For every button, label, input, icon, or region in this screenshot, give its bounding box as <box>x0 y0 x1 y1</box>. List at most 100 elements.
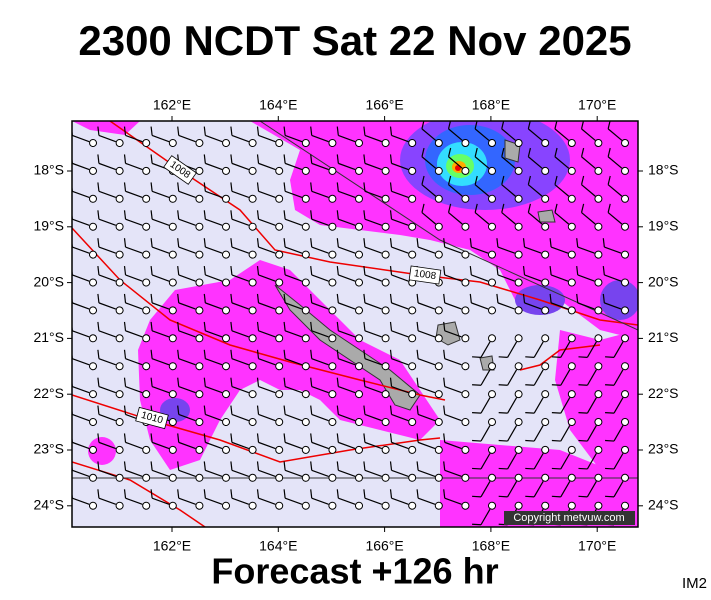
barb-flag <box>283 293 286 303</box>
barb-staff <box>258 274 276 282</box>
barb-flag <box>123 489 127 499</box>
station <box>301 501 310 510</box>
station <box>461 222 470 231</box>
station <box>621 222 629 231</box>
station <box>514 222 523 231</box>
wind-barb <box>177 321 204 343</box>
wind-barb <box>123 321 151 343</box>
station <box>594 139 603 147</box>
barb-flag <box>472 523 482 526</box>
station <box>168 501 177 510</box>
barb-staff <box>524 246 542 254</box>
wind-barb <box>576 238 603 259</box>
barb-staff <box>231 274 250 282</box>
wind-barb <box>525 390 550 414</box>
barb-flag <box>472 384 482 386</box>
barb-flag <box>522 238 526 248</box>
wind-barb <box>498 362 523 386</box>
station <box>381 139 390 147</box>
wind-barb <box>498 418 523 442</box>
barb-staff <box>178 274 196 282</box>
barb-flag <box>336 293 339 303</box>
barb-flag <box>416 349 419 359</box>
wind-barb <box>363 377 390 399</box>
barb-staff <box>417 246 436 254</box>
wind-barb <box>97 405 124 426</box>
station <box>594 445 603 454</box>
lat-label: 20°S <box>33 273 64 289</box>
wind-barb <box>203 182 230 203</box>
lat-label: 23°S <box>648 441 679 457</box>
barb-flag <box>498 467 508 470</box>
barb-flag <box>256 266 260 276</box>
barb-flag <box>496 266 499 276</box>
wind-barb <box>177 489 204 510</box>
barb-flag <box>97 349 100 359</box>
barb-staff <box>607 184 623 197</box>
wind-barb <box>150 489 177 510</box>
station <box>381 501 390 510</box>
barb-staff <box>178 330 196 338</box>
lat-label: 22°S <box>33 385 64 401</box>
station <box>488 278 496 287</box>
station <box>541 250 550 259</box>
station <box>567 501 576 510</box>
wind-barb <box>336 126 363 147</box>
station <box>514 390 523 399</box>
wind-barb <box>310 154 337 175</box>
station <box>275 501 284 510</box>
barb-flag <box>123 293 127 303</box>
wind-barb <box>416 349 443 371</box>
wind-barb <box>123 266 151 287</box>
barb-flag <box>150 126 153 136</box>
wind-barb <box>605 390 629 414</box>
station <box>434 306 443 315</box>
wind-barb <box>421 175 443 203</box>
wind-barb <box>525 445 550 470</box>
barb-flag <box>230 321 233 331</box>
barb-flag <box>177 293 180 303</box>
station <box>355 222 363 231</box>
lat-label: 18°S <box>648 162 679 178</box>
wind-barb <box>97 349 124 371</box>
barb-flag <box>203 266 206 276</box>
barb-flag <box>256 377 260 387</box>
station <box>142 306 151 315</box>
barb-flag <box>421 175 425 185</box>
station <box>488 390 496 399</box>
barb-flag <box>310 293 313 303</box>
barb-flag <box>310 210 313 220</box>
barb-flag <box>97 405 100 415</box>
barb-flag <box>549 266 552 276</box>
wind-barb <box>447 147 470 175</box>
barb-staff <box>391 469 409 477</box>
barb-staff <box>444 441 462 450</box>
barb-staff <box>178 302 196 310</box>
station <box>541 390 550 399</box>
barb-flag <box>551 467 561 470</box>
wind-barb <box>283 377 310 399</box>
barb-flag <box>443 321 446 331</box>
station <box>621 250 629 259</box>
lon-label: 164°E <box>259 538 297 554</box>
wind-barb <box>230 126 257 147</box>
wind-barb <box>256 182 284 203</box>
barb-staff <box>98 441 117 450</box>
station <box>168 250 177 259</box>
station <box>115 473 124 482</box>
wind-barb <box>363 321 390 343</box>
barb-staff <box>497 274 516 282</box>
barb-flag <box>443 461 446 471</box>
wind-barbs <box>72 121 629 526</box>
barb-staff <box>151 469 170 477</box>
station <box>275 362 284 371</box>
barb-flag <box>576 238 579 248</box>
station <box>434 194 443 203</box>
barb-flag <box>389 293 393 303</box>
barb-staff <box>72 190 90 198</box>
station <box>381 166 390 175</box>
barb-staff <box>72 162 90 171</box>
barb-staff <box>72 302 90 310</box>
barb-flag <box>230 377 233 387</box>
wind-barb <box>123 293 151 315</box>
